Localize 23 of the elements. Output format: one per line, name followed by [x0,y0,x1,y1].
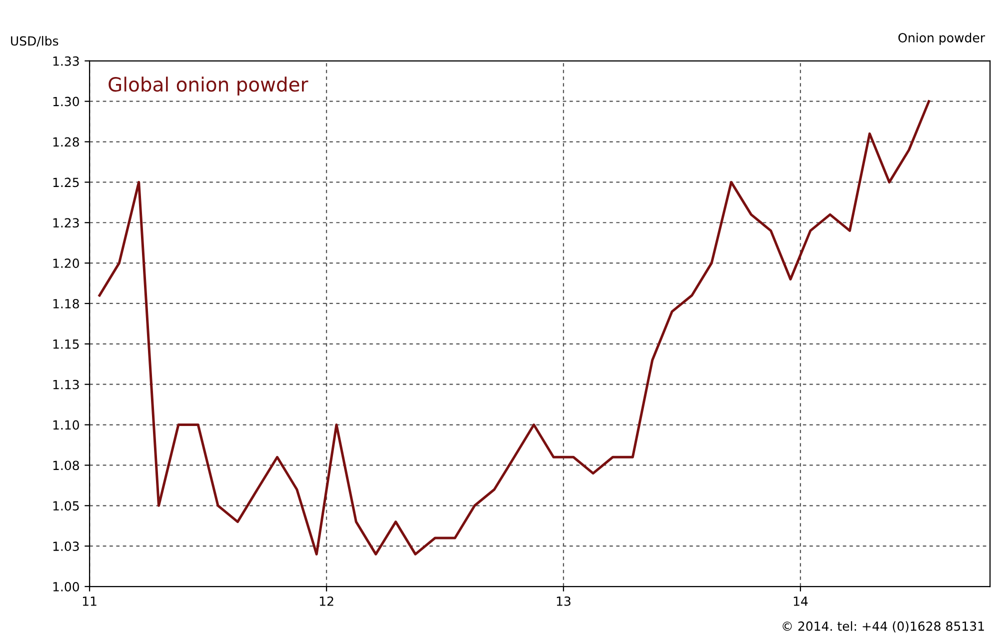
line-series [98,100,930,556]
annotation: Global onion powder [108,76,308,96]
y-tick-label: 1.10 [53,420,79,430]
text: © 2014. tel: +44 (0)1628 85131 [782,621,984,632]
y-tick-label: 1.23 [53,218,79,228]
y-tick-label: 1.25 [53,178,79,188]
y-tick-label: 1.28 [53,137,79,147]
y-tick-label: 1.33 [53,56,79,66]
y-tick-label: 1.05 [53,501,79,511]
chart-subtitle: Onion powder [898,32,986,45]
y-tick-label: 1.20 [53,258,79,268]
x-tick-label: 11 [82,596,96,606]
y-tick-label: 1.03 [53,542,79,552]
y-tick-label: 1.13 [53,380,79,390]
x-tick-label: 13 [556,596,570,606]
x-tick-label: 14 [794,596,808,606]
y-tick-label: 1.15 [53,340,79,349]
x-tick-label: 12 [320,596,334,606]
y-tick-label: 1.08 [53,460,79,470]
y-tick-label: 1.18 [53,298,79,308]
y-tick-label: 1.30 [53,96,79,106]
y-tick-label: 1.00 [53,582,79,592]
y-axis-title: USD/lbs [11,36,58,47]
